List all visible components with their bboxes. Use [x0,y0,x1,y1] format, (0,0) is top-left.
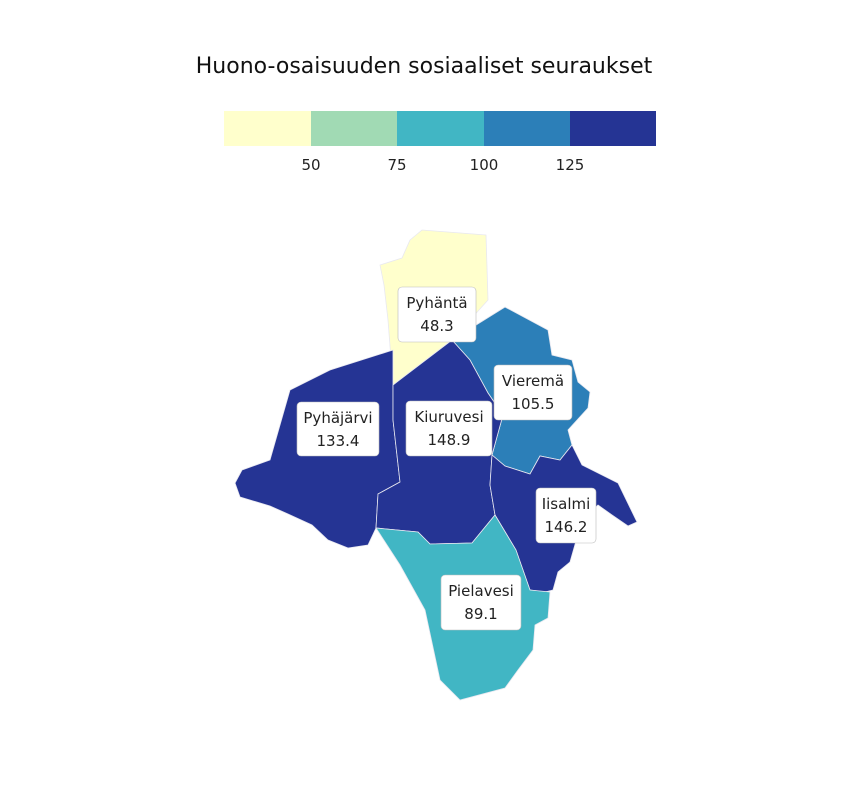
label-vierema-name: Vieremä [502,372,564,390]
label-pyhajarvi-value: 133.4 [317,432,360,450]
legend: 50 75 100 125 [224,111,656,174]
label-iisalmi: Iisalmi 146.2 [535,487,597,544]
legend-bin-3 [397,111,484,146]
label-iisalmi-value: 146.2 [545,518,588,536]
legend-bin-4 [484,111,570,146]
label-pyhajarvi: Pyhäjärvi 133.4 [296,401,380,457]
label-pyhanta-name: Pyhäntä [406,294,467,312]
region-labels: Pyhäntä 48.3 Vieremä 105.5 Pyhäjärvi 133… [296,286,597,631]
label-iisalmi-name: Iisalmi [542,495,591,513]
label-pyhanta-value: 48.3 [420,317,453,335]
legend-tick-100: 100 [470,156,499,174]
legend-bin-2 [311,111,397,146]
legend-tick-50: 50 [301,156,320,174]
label-pielavesi-name: Pielavesi [448,582,514,600]
map-title: Huono-osaisuuden sosiaaliset seuraukset [195,54,653,79]
legend-bin-1 [224,111,311,146]
legend-bin-5 [570,111,656,146]
label-pyhanta: Pyhäntä 48.3 [397,286,477,343]
label-pyhajarvi-name: Pyhäjärvi [303,409,372,427]
legend-tick-75: 75 [387,156,406,174]
label-kiuruvesi-value: 148.9 [428,431,471,449]
label-pielavesi-value: 89.1 [464,605,497,623]
legend-tick-125: 125 [556,156,585,174]
label-vierema: Vieremä 105.5 [493,364,573,421]
label-pielavesi: Pielavesi 89.1 [440,574,522,631]
label-vierema-value: 105.5 [512,395,555,413]
label-kiuruvesi-name: Kiuruvesi [414,408,483,426]
label-kiuruvesi: Kiuruvesi 148.9 [405,400,493,457]
